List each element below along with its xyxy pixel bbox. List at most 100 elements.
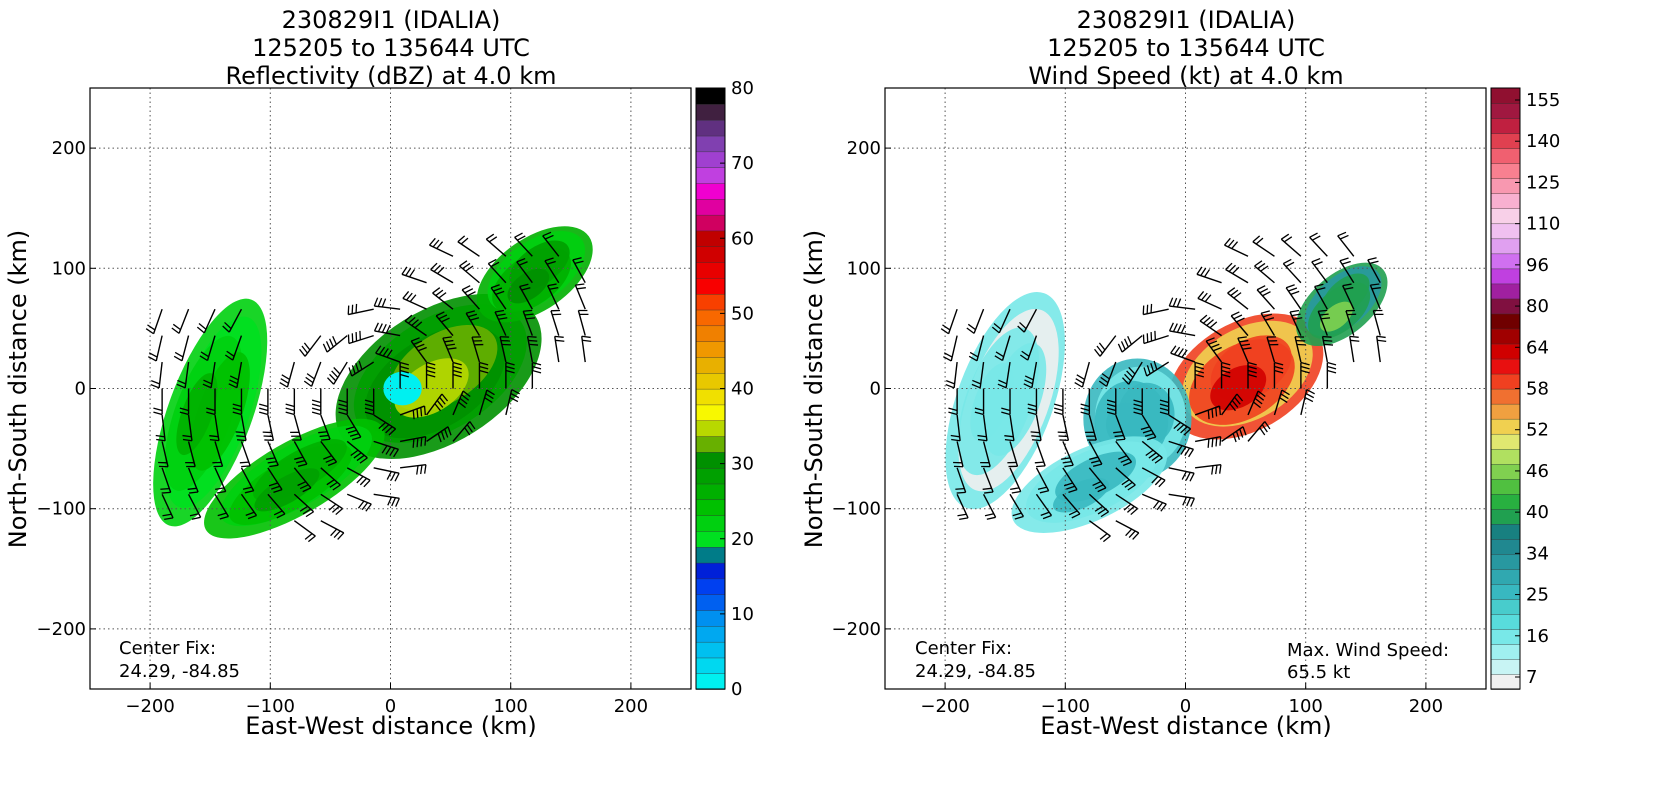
wind-barb-flag <box>1064 464 1074 468</box>
wind-barb-flag <box>445 343 455 347</box>
colorbar-bin <box>1490 102 1521 119</box>
colorbar-bin <box>1490 463 1521 480</box>
wind-barb-flag <box>1036 465 1046 468</box>
max-wind-speed-label: Max. Wind Speed: <box>1287 640 1449 661</box>
wind-barb-flag <box>386 471 392 480</box>
wind-barb-flag <box>242 486 252 490</box>
wind-barb-flag <box>575 283 585 286</box>
wind-barb-flag <box>311 411 321 416</box>
wind-barb-flag <box>1247 373 1257 378</box>
wind-barb-flag <box>229 379 238 385</box>
wind-barb-flag <box>439 396 446 405</box>
colorbar-bin <box>695 483 726 501</box>
colorbar-bin <box>1490 192 1521 210</box>
wind-barb-flag <box>1172 297 1178 307</box>
wind-barb-flag <box>1100 376 1109 384</box>
wind-barb-flag <box>241 465 251 468</box>
reflectivity-colorbar: 0 10 20 30 40 50 60 70 80 <box>695 78 754 700</box>
wind-barb-flag <box>1227 287 1236 294</box>
field-eye <box>383 371 422 406</box>
wind-barb-flag <box>299 348 306 357</box>
wind-barb-flag <box>1242 426 1247 436</box>
wind-barb-flag <box>311 403 321 408</box>
wind-barb-flag <box>441 393 449 402</box>
y-tick-label: 100 <box>52 258 86 279</box>
wind-barb-flag <box>997 383 1007 389</box>
colorbar-bin <box>1490 433 1521 450</box>
y-tick-label: −200 <box>832 619 881 640</box>
wind-barb-flag <box>326 479 335 486</box>
colorbar-bin <box>695 672 726 690</box>
wind-barb-flag <box>1337 231 1347 237</box>
wind-barb-flag <box>511 389 520 395</box>
wind-barb-flag <box>1207 410 1210 420</box>
field-inner-core <box>394 358 469 418</box>
wind-barb-flag <box>399 369 409 374</box>
wind-barb-flag <box>198 323 207 330</box>
y-tick-label: 200 <box>52 138 86 159</box>
wind-barb-flag <box>462 390 471 398</box>
max-wind-speed-value: 65.5 kt <box>1287 662 1350 683</box>
wind-barb-flag <box>413 340 423 345</box>
wind-barb-flag <box>525 317 536 320</box>
y-tick-label: −100 <box>37 499 86 520</box>
wind-barb-flag <box>1291 313 1301 317</box>
reflectivity-center-fix-label: Center Fix: <box>119 638 216 659</box>
wind-barb-flag <box>1177 348 1184 357</box>
wind-barb-flag <box>364 403 374 408</box>
colorbar-tick-label: 50 <box>731 303 754 324</box>
colorbar-bin <box>1490 223 1521 240</box>
wind-barb-flag <box>401 266 408 275</box>
wind-barb-flag <box>956 491 966 494</box>
wind-barb-flag <box>974 407 984 412</box>
wind-barb-flag <box>330 528 338 537</box>
colorbar-bin <box>1490 673 1521 690</box>
wind-barb-flag <box>311 399 321 404</box>
colorbar-bin <box>1490 508 1521 525</box>
wind-barb-flag <box>357 500 365 509</box>
wind-barb-flag <box>1010 487 1020 490</box>
reflectivity-panel: 230829I1 (IDALIA) 125205 to 135644 UTC R… <box>4 6 754 740</box>
colorbar-bin <box>695 325 726 342</box>
wind-barb-flag <box>1274 361 1284 366</box>
wind-barb-flag <box>1236 317 1245 323</box>
wind-barb-flag <box>940 328 949 335</box>
x-tick-label: −100 <box>246 696 295 717</box>
x-tick-label: −200 <box>125 696 174 717</box>
wind-barb-flag <box>1230 289 1239 297</box>
wind-barb-flag <box>1209 321 1218 329</box>
colorbar-bin <box>1490 162 1521 179</box>
wind-barb-flag <box>351 436 361 441</box>
wind-barb-flag <box>177 379 186 385</box>
wind-barb-flag <box>523 309 533 312</box>
wind-barb-flag <box>338 407 348 412</box>
wind-barb-flag <box>385 426 393 434</box>
colorbar-tick-label: 40 <box>1526 502 1549 523</box>
wind-barb-flag <box>505 369 515 374</box>
wind-barb-flag <box>1290 290 1300 295</box>
wind-barb-flag <box>488 258 497 265</box>
y-tick-label: 0 <box>75 379 86 400</box>
wind-barb-flag <box>1115 438 1126 441</box>
wind-barb-flag <box>1327 361 1337 366</box>
wind-barb-flag <box>187 487 197 490</box>
wind-barb-flag <box>1285 284 1295 289</box>
wind-barb-flag <box>327 461 337 467</box>
wind-barb-flag <box>226 350 235 357</box>
wind-barb-flag <box>1367 257 1377 261</box>
colorbar-tick-label: 7 <box>1526 667 1537 688</box>
wind-barb-flag <box>1158 479 1166 488</box>
wind-barb-flag <box>1180 426 1188 434</box>
wind-barb-flag <box>479 361 489 366</box>
wind-barb-flag <box>461 394 470 401</box>
wind-barb-shaft <box>485 238 507 257</box>
wind-barb-flag <box>490 261 500 268</box>
wind-barb-flag <box>420 465 423 475</box>
wind-barb-flag <box>235 431 245 434</box>
wind-barb-flag <box>1211 438 1214 448</box>
wind-barb-flag <box>1145 449 1154 457</box>
colorbar-bin <box>1490 268 1521 285</box>
wind-barb-flag <box>1030 431 1040 434</box>
wind-title-line-1: 230829I1 (IDALIA) <box>1077 6 1296 34</box>
wind-barb-shaft <box>374 305 401 310</box>
